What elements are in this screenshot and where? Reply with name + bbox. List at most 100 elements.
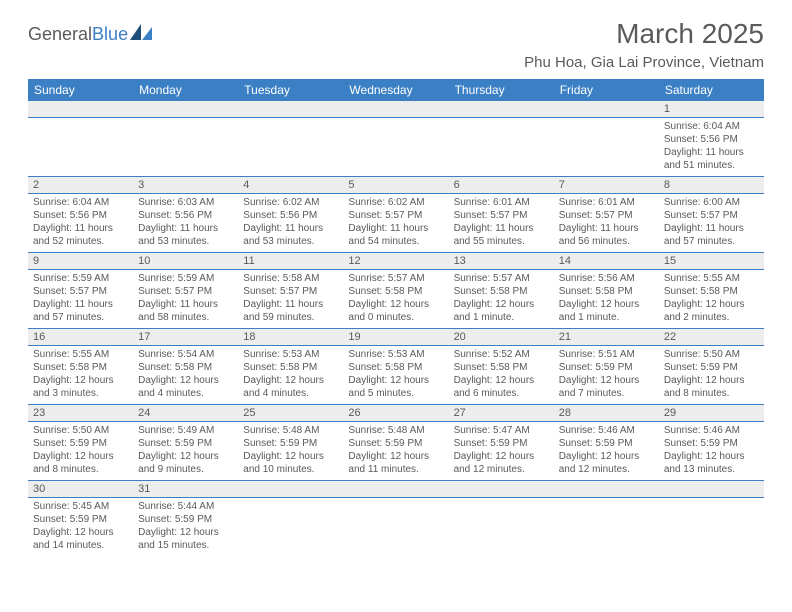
calendar-day-cell: Sunrise: 5:47 AMSunset: 5:59 PMDaylight:… [449,422,554,480]
sunrise-text: Sunrise: 6:00 AM [664,196,759,209]
sunset-text: Sunset: 5:57 PM [664,209,759,222]
calendar-day-num: 31 [133,480,238,498]
sunrise-text: Sunrise: 5:46 AM [664,424,759,437]
calendar-day-cell: Sunrise: 5:53 AMSunset: 5:58 PMDaylight:… [238,346,343,404]
sunset-text: Sunset: 5:56 PM [243,209,338,222]
sunrise-text: Sunrise: 6:01 AM [454,196,549,209]
calendar-day-cell: Sunrise: 5:53 AMSunset: 5:58 PMDaylight:… [343,346,448,404]
calendar-day-num: 20 [449,328,554,346]
weekday-header-row: SundayMondayTuesdayWednesdayThursdayFrid… [28,79,764,101]
calendar-empty-cell [343,498,448,556]
calendar-empty-daynum [238,101,343,118]
sunset-text: Sunset: 5:58 PM [348,285,443,298]
calendar-body: 1 Sunrise: 6:04 AM Sunset: 5:56 PM Dayligh… [28,101,764,556]
calendar-day-num: 9 [28,252,133,270]
sunrise-text: Sunrise: 5:54 AM [138,348,233,361]
calendar-empty-daynum [28,101,133,118]
logo: GeneralBlue [28,24,152,45]
calendar-day-num: 8 [659,176,764,194]
calendar-empty-cell [449,118,554,176]
calendar-empty-daynum [133,101,238,118]
sail-icon [130,24,152,45]
sunset-text: Sunset: 5:59 PM [454,437,549,450]
calendar-day-num: 28 [554,404,659,422]
calendar-day-num: 25 [238,404,343,422]
daylight-text: Daylight: 12 hours and 7 minutes. [559,374,654,400]
calendar-day-cell: Sunrise: 5:57 AMSunset: 5:58 PMDaylight:… [449,270,554,328]
calendar-day-num: 18 [238,328,343,346]
calendar-day-cell: Sunrise: 6:03 AMSunset: 5:56 PMDaylight:… [133,194,238,252]
sunrise-text: Sunrise: 6:02 AM [348,196,443,209]
calendar-week-daynum-row: 1 [28,101,764,118]
sunrise-text: Sunrise: 5:50 AM [664,348,759,361]
sunset-text: Sunset: 5:59 PM [138,513,233,526]
weekday-header: Thursday [449,79,554,101]
sunset-text: Sunset: 5:59 PM [559,361,654,374]
sunset-text: Sunset: 5:59 PM [33,513,128,526]
sunrise-text: Sunrise: 5:56 AM [559,272,654,285]
calendar-day-cell: Sunrise: 5:56 AMSunset: 5:58 PMDaylight:… [554,270,659,328]
sunset-text: Sunset: 5:59 PM [138,437,233,450]
sunrise-text: Sunrise: 6:01 AM [559,196,654,209]
daylight-text: Daylight: 12 hours and 15 minutes. [138,526,233,552]
daylight-text: Daylight: 11 hours and 58 minutes. [138,298,233,324]
weekday-header: Saturday [659,79,764,101]
sunrise-text: Sunrise: 6:02 AM [243,196,338,209]
calendar-empty-cell [554,498,659,556]
sunset-text: Sunset: 5:58 PM [664,285,759,298]
calendar-day-cell: Sunrise: 5:48 AMSunset: 5:59 PMDaylight:… [343,422,448,480]
daylight-text: Daylight: 11 hours and 59 minutes. [243,298,338,324]
sunrise-text: Sunrise: 5:51 AM [559,348,654,361]
daylight-text: Daylight: 12 hours and 13 minutes. [664,450,759,476]
daylight-text: Daylight: 12 hours and 5 minutes. [348,374,443,400]
sunrise-text: Sunrise: 5:55 AM [33,348,128,361]
daylight-text: Daylight: 12 hours and 14 minutes. [33,526,128,552]
calendar-day-num: 30 [28,480,133,498]
daylight-text: Daylight: 11 hours and 57 minutes. [33,298,128,324]
calendar-day-cell: Sunrise: 5:44 AMSunset: 5:59 PMDaylight:… [133,498,238,556]
calendar-day-num: 5 [343,176,448,194]
calendar-day-num: 24 [133,404,238,422]
daylight-text: Daylight: 12 hours and 1 minute. [454,298,549,324]
calendar-day-num: 29 [659,404,764,422]
calendar-day-num: 13 [449,252,554,270]
calendar-day-num: 12 [343,252,448,270]
calendar-day-cell: Sunrise: 5:51 AMSunset: 5:59 PMDaylight:… [554,346,659,404]
daylight-text: Daylight: 12 hours and 3 minutes. [33,374,128,400]
daylight-text: Daylight: 11 hours and 52 minutes. [33,222,128,248]
daylight-text: Daylight: 11 hours and 57 minutes. [664,222,759,248]
calendar-empty-cell [238,118,343,176]
weekday-header: Sunday [28,79,133,101]
calendar-day-num: 4 [238,176,343,194]
calendar-day-cell: Sunrise: 5:48 AMSunset: 5:59 PMDaylight:… [238,422,343,480]
sunrise-text: Sunrise: 6:04 AM [33,196,128,209]
daylight-text: Daylight: 11 hours and 56 minutes. [559,222,654,248]
sunrise-text: Sunrise: 6:03 AM [138,196,233,209]
location-text: Phu Hoa, Gia Lai Province, Vietnam [524,54,764,71]
page-header: GeneralBlue March 2025 Phu Hoa, Gia Lai … [28,18,764,71]
sunrise-text: Sunrise: 5:55 AM [664,272,759,285]
calendar-day-num: 19 [343,328,448,346]
sunset-text: Sunset: 5:57 PM [243,285,338,298]
daylight-text: Daylight: 12 hours and 9 minutes. [138,450,233,476]
calendar-week-body-row: Sunrise: 5:59 AMSunset: 5:57 PMDaylight:… [28,270,764,328]
sunrise-text: Sunrise: 5:53 AM [243,348,338,361]
calendar-day-cell: Sunrise: 6:01 AMSunset: 5:57 PMDaylight:… [554,194,659,252]
calendar-empty-cell [343,118,448,176]
sunset-text: Sunset: 5:59 PM [33,437,128,450]
sunset-text: Sunset: 5:59 PM [664,361,759,374]
calendar-day-cell: Sunrise: 6:02 AMSunset: 5:57 PMDaylight:… [343,194,448,252]
calendar-empty-cell [238,498,343,556]
calendar-day-num: 11 [238,252,343,270]
weekday-header: Monday [133,79,238,101]
calendar-day-num: 2 [28,176,133,194]
sunset-text: Sunset: 5:57 PM [138,285,233,298]
calendar-empty-cell [449,498,554,556]
calendar-page: GeneralBlue March 2025 Phu Hoa, Gia Lai … [0,0,792,566]
calendar-day-num: 15 [659,252,764,270]
calendar-day-cell: Sunrise: 5:55 AMSunset: 5:58 PMDaylight:… [659,270,764,328]
calendar-day-num: 17 [133,328,238,346]
weekday-header: Friday [554,79,659,101]
calendar-day-cell: Sunrise: 5:45 AMSunset: 5:59 PMDaylight:… [28,498,133,556]
sunset-text: Sunset: 5:56 PM [138,209,233,222]
